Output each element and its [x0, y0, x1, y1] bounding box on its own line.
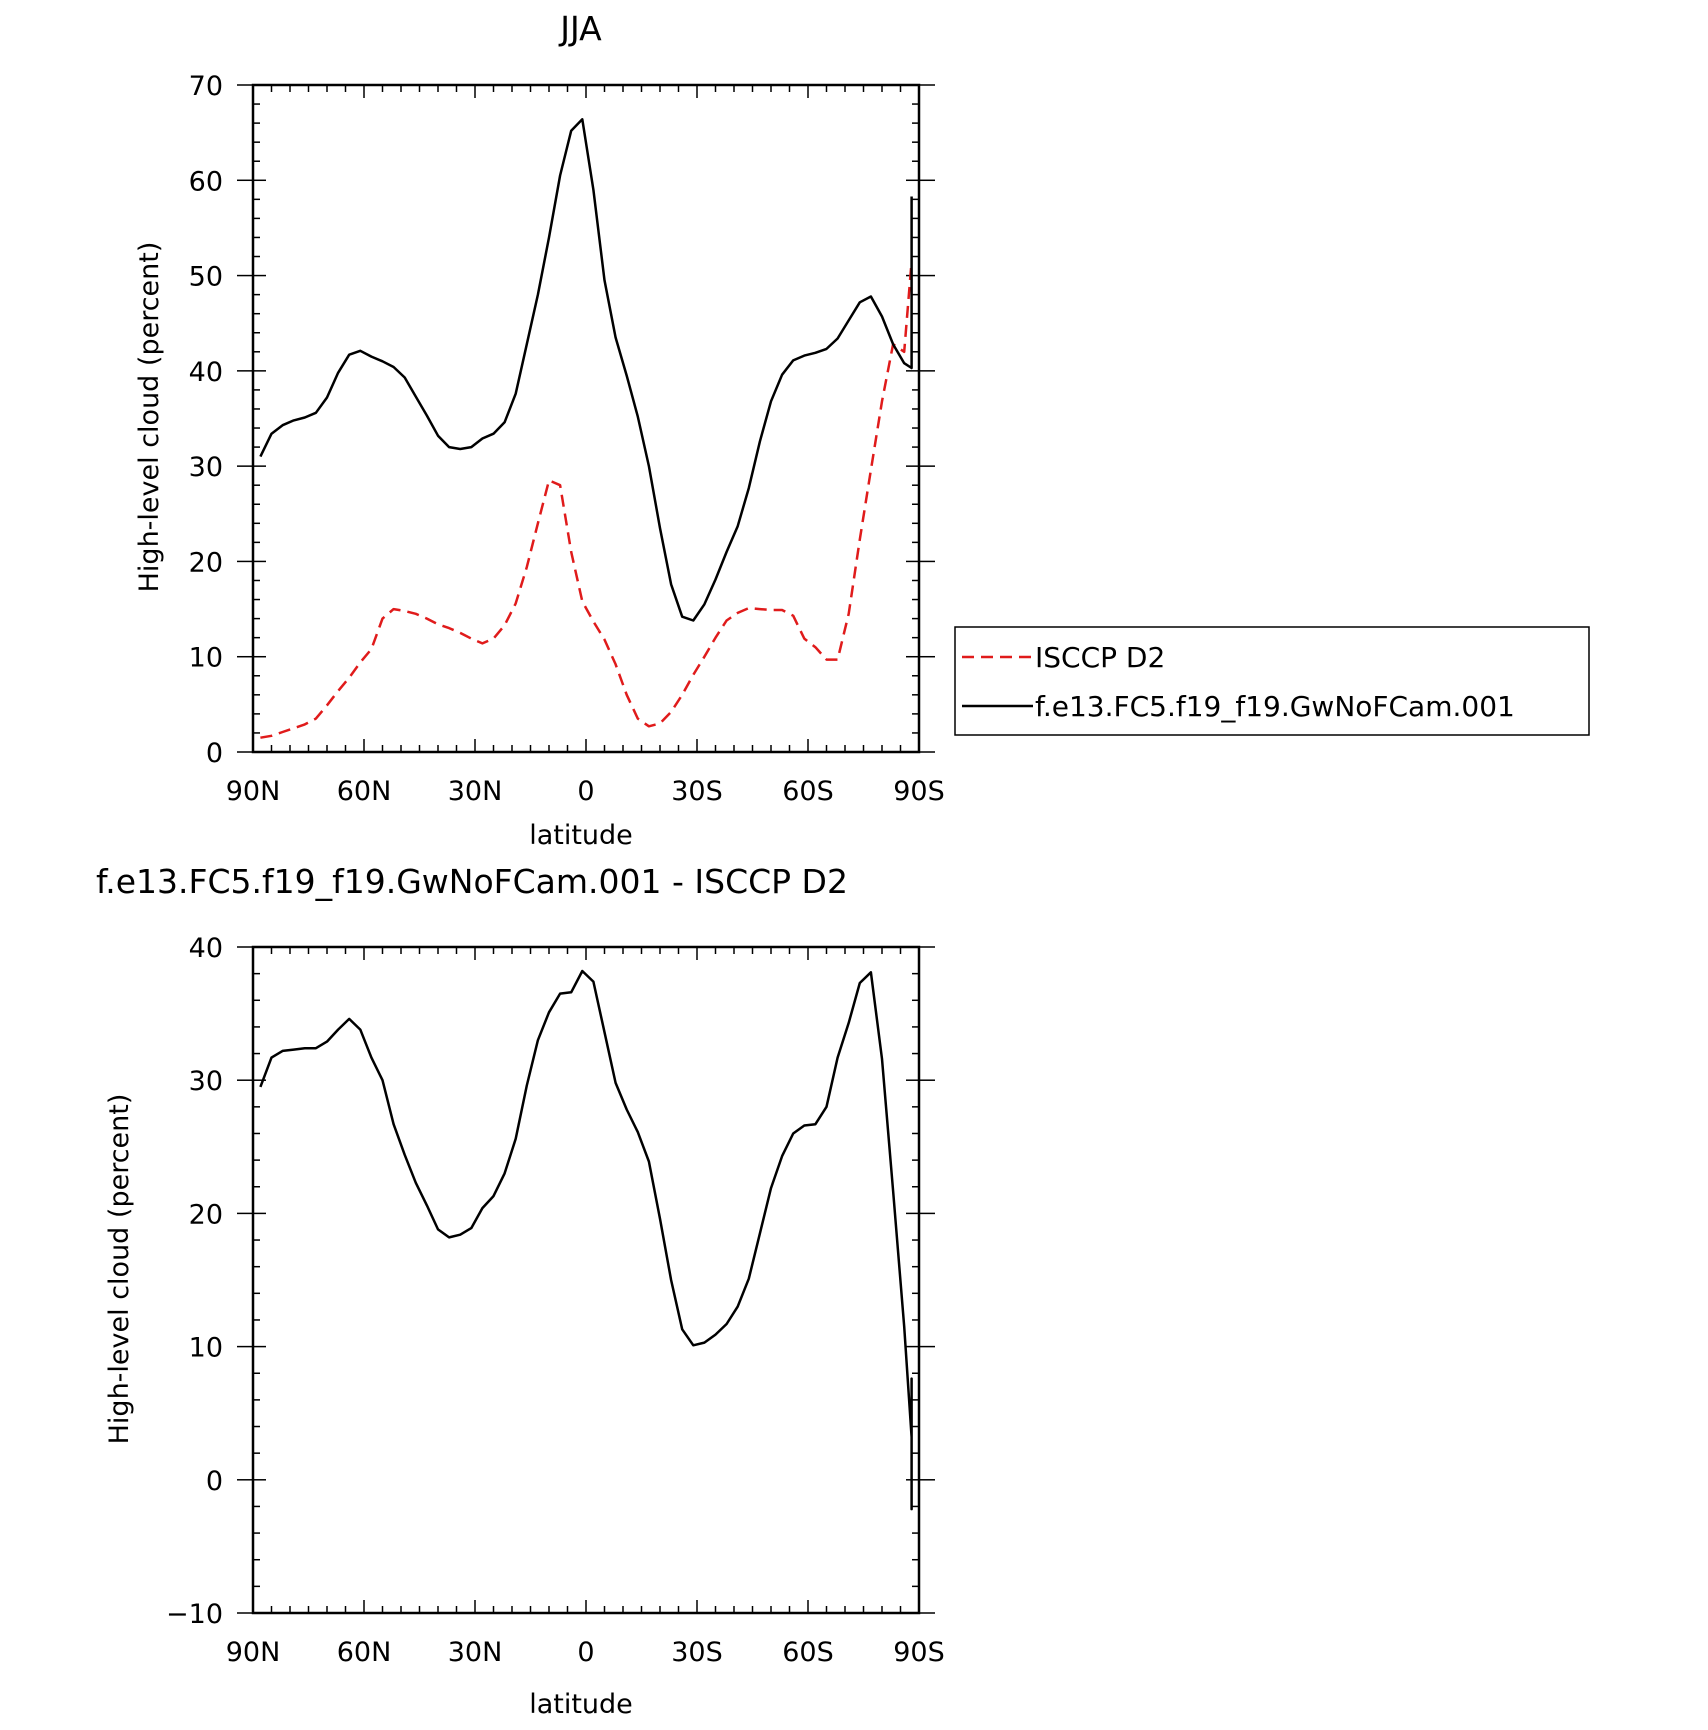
legend-label-model: f.e13.FC5.f19_f19.GwNoFCam.001	[1035, 690, 1515, 723]
bottom-panel-ylabel: High-level cloud (percent)	[104, 1094, 135, 1445]
x-tick-label: 30S	[671, 776, 723, 807]
x-tick-label: 30S	[671, 1637, 723, 1668]
x-tick-label: 90N	[226, 1637, 281, 1668]
top-panel-axes: 90N 60N 30N 0 30S 60S 90S 0 10 20 30 40 50 60 70	[189, 71, 945, 807]
y-tick-label: 0	[206, 1466, 223, 1497]
y-tick-label: 40	[189, 357, 223, 388]
x-tick-label: 60S	[782, 1637, 834, 1668]
x-tick-label: 60N	[337, 776, 392, 807]
bottom-panel: f.e13.FC5.f19_f19.GwNoFCam.001 - ISCCP D…	[96, 862, 945, 1720]
plot-frame	[251, 945, 921, 1615]
legend: ISCCP D2 f.e13.FC5.f19_f19.GwNoFCam.001	[954, 626, 1590, 736]
x-tick-label: 30N	[448, 776, 503, 807]
y-tick-label: 60	[189, 166, 223, 197]
y-tick-label: 20	[189, 547, 223, 578]
y-tick-label: 40	[189, 933, 223, 964]
top-panel-series	[259, 118, 913, 739]
x-tick-label: 90S	[893, 776, 945, 807]
y-tick-label: 70	[189, 71, 223, 102]
x-tick-label: 60S	[782, 776, 834, 807]
y-tick-label: −10	[166, 1599, 223, 1630]
y-tick-label: 20	[189, 1199, 223, 1230]
bottom-panel-axes: 90N 60N 30N 0 30S 60S 90S −10 0 10 20 30 40	[166, 933, 945, 1668]
top-panel-title: JJA	[558, 9, 602, 48]
y-tick-label: 30	[189, 452, 223, 483]
x-tick-label: 90N	[226, 776, 281, 807]
y-tick-label: 50	[189, 262, 223, 293]
x-tick-label: 0	[577, 776, 594, 807]
x-tick-label: 30N	[448, 1637, 503, 1668]
series-line-0	[260, 261, 913, 739]
series-line-1	[259, 118, 913, 622]
x-tick-label: 90S	[893, 1637, 945, 1668]
x-tick-label: 0	[577, 1637, 594, 1668]
y-tick-label: 30	[189, 1066, 223, 1097]
x-tick-label: 60N	[337, 1637, 392, 1668]
y-tick-label: 10	[189, 1333, 223, 1364]
bottom-panel-xlabel: latitude	[529, 1689, 633, 1720]
y-tick-label: 10	[189, 643, 223, 674]
series-line-0	[259, 969, 913, 1511]
bottom-panel-title: f.e13.FC5.f19_f19.GwNoFCam.001 - ISCCP D…	[96, 862, 848, 901]
top-panel-xlabel: latitude	[529, 820, 633, 851]
legend-label-isccp: ISCCP D2	[1035, 641, 1165, 674]
bottom-panel-series	[259, 969, 913, 1511]
y-tick-label: 0	[206, 738, 223, 769]
top-panel-ylabel: High-level cloud (percent)	[134, 242, 165, 593]
legend-box	[954, 626, 1590, 736]
top-panel: JJA 90N 60N 30N 0 30S 60S 90S 0 10 20 30 40 50 60 70 l…	[134, 9, 945, 851]
